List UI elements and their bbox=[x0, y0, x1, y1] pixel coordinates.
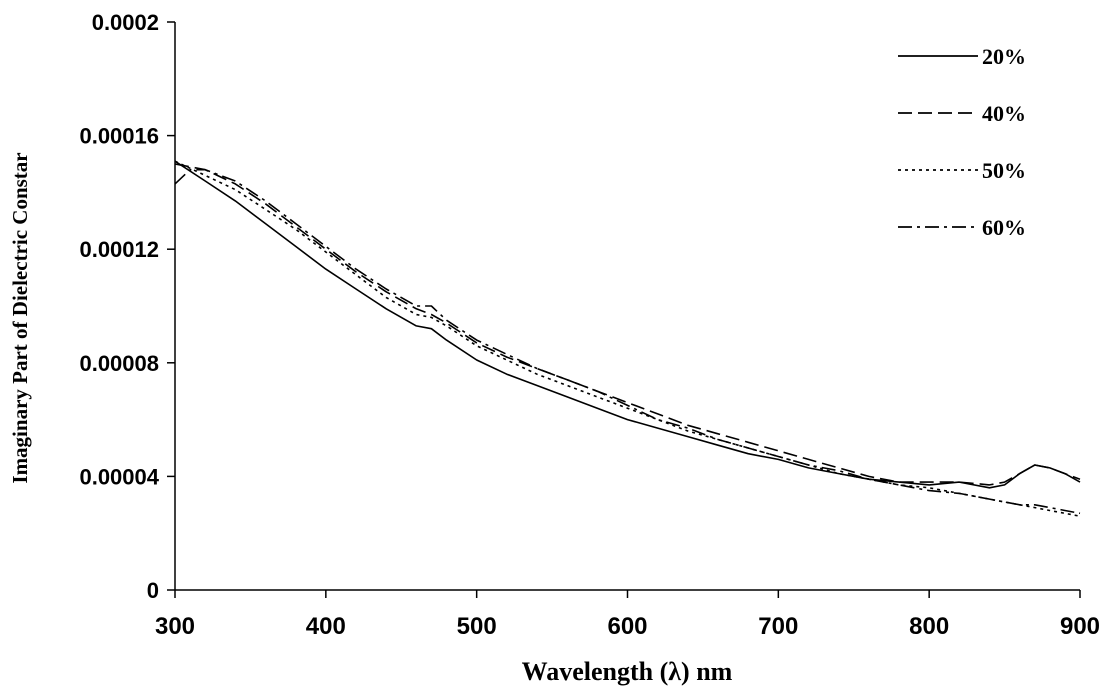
y-tick-label: 0.00012 bbox=[79, 237, 159, 262]
series-lines bbox=[174, 160, 1081, 517]
y-tick-label: 0.0002 bbox=[92, 10, 159, 35]
series-line-3 bbox=[174, 160, 1081, 517]
y-tick-label: 0.00008 bbox=[79, 351, 159, 376]
y-tick-label: 0.00016 bbox=[79, 124, 159, 149]
y-tick-label: 0 bbox=[147, 578, 159, 603]
x-tick-label: 500 bbox=[457, 613, 497, 640]
series-line-2 bbox=[174, 163, 1081, 486]
legend-label: 50% bbox=[982, 158, 1026, 183]
x-axis-ticks: 300 400 500 600 700 800 900 bbox=[155, 590, 1100, 640]
y-tick-label: 0.00004 bbox=[79, 464, 159, 489]
x-tick-label: 300 bbox=[155, 613, 195, 640]
x-tick-label: 400 bbox=[306, 613, 346, 640]
y-axis-ticks: 0 0.00004 0.00008 0.00012 0.00016 0.0002 bbox=[79, 10, 175, 603]
legend: 20% 40% 50% 60% bbox=[898, 44, 1026, 240]
x-tick-label: 800 bbox=[909, 613, 949, 640]
plot-area bbox=[174, 22, 1080, 591]
x-tick-label: 900 bbox=[1060, 613, 1100, 640]
y-axis-title: Imaginary Part of Dielectric Constar bbox=[8, 152, 32, 483]
x-tick-label: 600 bbox=[607, 613, 647, 640]
x-tick-label: 700 bbox=[758, 613, 798, 640]
legend-label: 20% bbox=[982, 44, 1026, 69]
legend-label: 40% bbox=[982, 101, 1026, 126]
series-line-4 bbox=[174, 168, 1081, 515]
legend-label: 60% bbox=[982, 215, 1026, 240]
x-axis-title: Wavelength (λ) nm bbox=[522, 657, 733, 686]
series-line-1 bbox=[174, 160, 1081, 489]
